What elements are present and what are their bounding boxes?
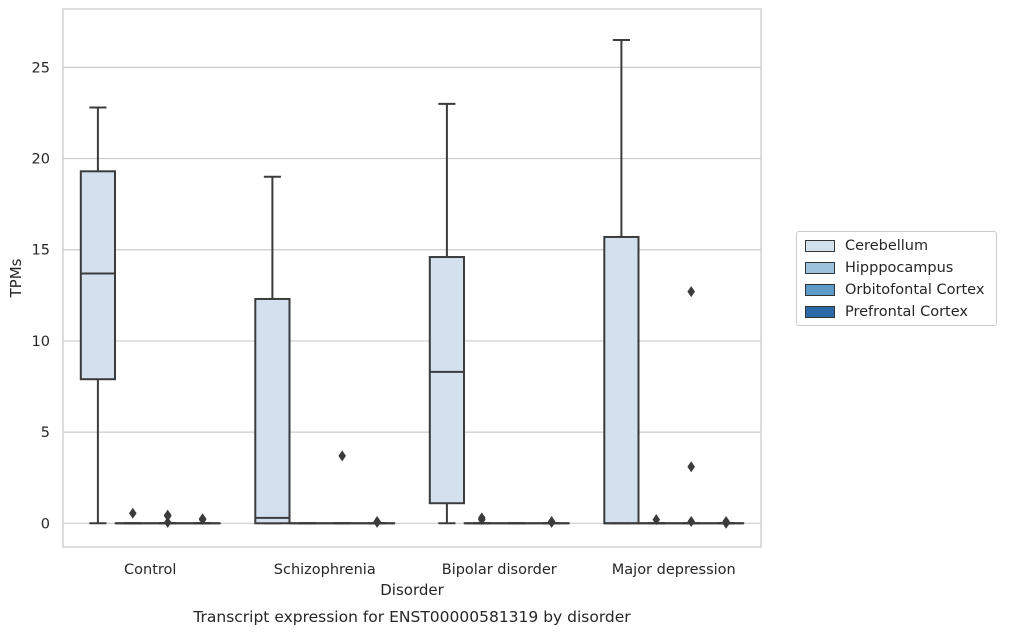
outlier-orbitofontal-cortex-major-depression xyxy=(687,286,695,297)
box-body-cerebellum-bipolar-disorder xyxy=(430,257,464,503)
outlier-orbitofontal-cortex-major-depression xyxy=(687,516,695,527)
box-prefrontal-cortex-bipolar-disorder xyxy=(534,516,568,528)
legend-swatch-prefrontal-cortex xyxy=(805,306,835,318)
y-tick-label: 25 xyxy=(32,60,50,76)
y-tick-label: 10 xyxy=(32,334,50,350)
box-hipppocampus-bipolar-disorder xyxy=(465,512,499,525)
chart-caption: Transcript expression for ENST0000058131… xyxy=(192,608,631,626)
outlier-orbitofontal-cortex-schizophrenia xyxy=(338,450,346,461)
legend-swatch-orbitofontal-cortex xyxy=(805,284,835,296)
x-tick-label-schizophrenia: Schizophrenia xyxy=(274,562,376,578)
box-prefrontal-cortex-major-depression xyxy=(709,516,743,529)
x-axis-label: Disorder xyxy=(380,581,444,599)
box-hipppocampus-control xyxy=(116,508,150,524)
legend-label-cerebellum: Cerebellum xyxy=(845,238,928,254)
box-cerebellum-bipolar-disorder xyxy=(430,104,464,523)
y-tick-label: 15 xyxy=(32,243,50,259)
legend-label-orbitofontal-cortex: Orbitofontal Cortex xyxy=(845,282,984,298)
outlier-prefrontal-cortex-bipolar-disorder xyxy=(548,516,556,527)
box-orbitofontal-cortex-schizophrenia xyxy=(325,450,359,523)
legend-item-cerebellum: Cerebellum xyxy=(805,237,928,255)
outlier-orbitofontal-cortex-major-depression xyxy=(687,461,695,472)
y-axis-label: TPMs xyxy=(7,258,25,298)
legend-item-hipppocampus: Hipppocampus xyxy=(805,259,953,277)
x-tick-label-major-depression: Major depression xyxy=(612,562,736,578)
legend-swatch-hipppocampus xyxy=(805,262,835,274)
box-cerebellum-schizophrenia xyxy=(255,177,289,524)
legend-item-prefrontal-cortex: Prefrontal Cortex xyxy=(805,303,968,321)
legend-label-hipppocampus: Hipppocampus xyxy=(845,260,953,276)
legend-swatch-cerebellum xyxy=(805,240,835,252)
box-body-cerebellum-schizophrenia xyxy=(255,299,289,523)
outlier-hipppocampus-bipolar-disorder xyxy=(478,512,486,523)
box-hipppocampus-major-depression xyxy=(639,514,673,525)
legend-item-orbitofontal-cortex: Orbitofontal Cortex xyxy=(805,281,984,299)
y-tick-label: 20 xyxy=(32,152,50,168)
x-tick-label-control: Control xyxy=(124,562,176,578)
box-plots xyxy=(81,40,743,529)
outlier-hipppocampus-control xyxy=(129,508,137,519)
outlier-prefrontal-cortex-schizophrenia xyxy=(373,516,381,527)
box-orbitofontal-cortex-control xyxy=(151,510,185,528)
box-cerebellum-control xyxy=(81,107,115,523)
legend-label-prefrontal-cortex: Prefrontal Cortex xyxy=(845,304,968,320)
box-prefrontal-cortex-schizophrenia xyxy=(360,516,394,528)
box-body-cerebellum-control xyxy=(81,171,115,379)
x-tick-label-bipolar-disorder: Bipolar disorder xyxy=(442,562,557,578)
plot-frame xyxy=(63,9,761,547)
grid-lines xyxy=(63,67,761,523)
legend: Cerebellum Hipppocampus Orbitofontal Cor… xyxy=(796,231,997,326)
y-tick-label: 0 xyxy=(41,516,50,532)
box-prefrontal-cortex-control xyxy=(185,513,219,525)
outlier-prefrontal-cortex-major-depression xyxy=(722,516,730,527)
y-tick-label: 5 xyxy=(41,425,50,441)
outlier-orbitofontal-cortex-control xyxy=(164,510,172,521)
box-cerebellum-major-depression xyxy=(604,40,638,523)
box-body-cerebellum-major-depression xyxy=(604,237,638,523)
box-orbitofontal-cortex-major-depression xyxy=(674,286,708,527)
